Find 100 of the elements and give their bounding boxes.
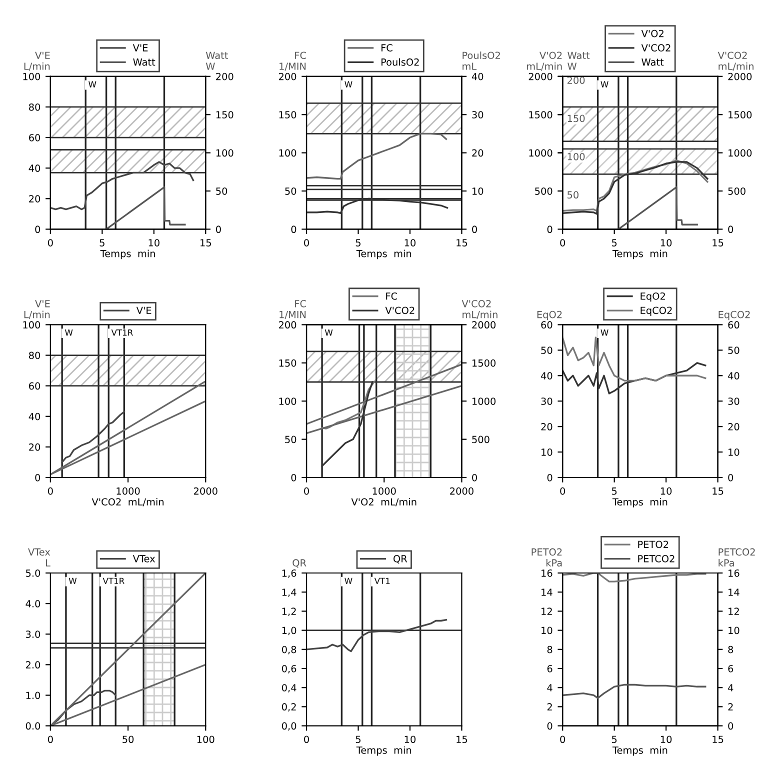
y-tick-label: 2.0 — [26, 661, 40, 669]
y-tick-label: 8 — [547, 646, 552, 654]
ref-line-label: W — [324, 330, 333, 336]
x-tick-label: 1000 — [372, 487, 396, 495]
x-axis-title: Temps min — [612, 250, 668, 260]
y-tick-label: 60 — [29, 382, 40, 390]
y2-tick-label: 10 — [728, 626, 740, 634]
y3-tick-label: 200 — [567, 76, 585, 84]
y-tick-label: 0 — [547, 474, 552, 482]
y-tick-label: 150 — [279, 111, 296, 118]
y-tick-label: 150 — [279, 359, 296, 367]
y2-tick-label: 50 — [216, 187, 228, 195]
y-tick-label: 1000 — [529, 149, 552, 157]
ref-line-label: W — [344, 81, 352, 88]
y-axis-title: PETO2 kPa — [532, 548, 562, 567]
y2-tick-label: 1500 — [472, 359, 496, 367]
y2-axis-title: V'CO2 mL/min — [718, 52, 754, 71]
y-tick-label: 0 — [291, 474, 296, 482]
y2-tick-label: 30 — [728, 398, 740, 405]
x-tick-label: 15 — [200, 239, 211, 246]
legend-label: PETO2 — [638, 540, 668, 548]
y-axis-title: V'E L/min — [24, 52, 50, 71]
y-tick-label: 1,4 — [282, 588, 296, 597]
ref-line-label: VT1R — [111, 330, 133, 336]
y-tick-label: 50 — [541, 346, 552, 354]
legend-label: Watt — [133, 58, 156, 66]
y-tick-label: 50 — [285, 187, 296, 195]
y2-tick-label: 2 — [728, 703, 733, 710]
y-tick-label: 10 — [542, 448, 552, 456]
y2-tick-label: 40 — [728, 372, 740, 380]
x-tick-label: 0 — [560, 736, 566, 744]
y2-tick-label: 14 — [728, 588, 740, 596]
y2-tick-label: 4 — [728, 684, 734, 692]
y-tick-label: 100 — [279, 149, 296, 157]
y-tick-label: 100 — [23, 72, 40, 80]
y2-tick-label: 1500 — [728, 111, 752, 118]
x-tick-label: 15 — [456, 736, 468, 744]
y2-tick-label: 200 — [216, 72, 234, 80]
legend-label: V'CO2 — [641, 44, 670, 52]
y2-tick-label: 100 — [216, 149, 234, 157]
x-tick-label: 15 — [712, 736, 724, 744]
legend-label: FC — [382, 44, 392, 52]
y-tick-label: 3.0 — [26, 630, 40, 638]
y-tick-label: 5.0 — [26, 569, 40, 577]
x-tick-label: 15 — [456, 239, 468, 246]
y-axis-title: FC 1/MIN — [280, 52, 306, 71]
y2-tick-label: 0 — [728, 722, 734, 730]
y-tick-label: 0,0 — [282, 722, 296, 731]
ref-line-label: W — [68, 578, 77, 584]
y-tick-label: 0 — [35, 474, 40, 482]
y-tick-label: 6 — [547, 664, 552, 672]
y2-tick-label: 0 — [728, 474, 734, 482]
y2-axis-title: V'CO2 mL/min — [462, 300, 498, 319]
y-axis-title: V'O2 mL/min — [526, 52, 562, 71]
legend-label: V'CO2 — [385, 306, 414, 314]
y-tick-label: 1,6 — [282, 569, 296, 578]
x-tick-label: 100 — [197, 736, 214, 744]
y-axis-title: EqO2 — [537, 310, 562, 320]
y2-tick-label: 2000 — [728, 72, 752, 80]
x-axis-title: Temps min — [612, 746, 668, 756]
y-tick-label: 0,4 — [282, 684, 296, 692]
y2-tick-label: 20 — [472, 149, 484, 157]
y2-tick-label: 30 — [472, 111, 484, 118]
x-tick-label: 5 — [356, 736, 360, 744]
legend-label: EqCO2 — [640, 306, 672, 316]
y2-tick-label: 0 — [728, 226, 734, 234]
x-tick-label: 10 — [404, 239, 416, 246]
y-tick-label: 0 — [547, 226, 552, 234]
y2-tick-label: 1000 — [472, 398, 496, 405]
y2-tick-label: 500 — [472, 436, 490, 444]
x-axis-title: V'O2 mL/min — [351, 498, 416, 506]
y2-tick-label: 16 — [728, 569, 740, 577]
ref-line-label: W — [600, 330, 608, 336]
y3-tick-label: 50 — [568, 191, 578, 199]
x-tick-label: 10 — [660, 487, 672, 495]
ref-line-label: W — [600, 81, 608, 88]
y2-tick-label: 2000 — [472, 321, 496, 329]
y2-tick-label: 60 — [728, 321, 740, 329]
y-tick-label: 2 — [547, 703, 552, 710]
y3-tick-label: 100 — [568, 152, 585, 160]
y-tick-label: 60 — [29, 134, 40, 142]
y2-axis-title: Watt W — [206, 52, 228, 70]
y-tick-label: 1,0 — [282, 626, 296, 636]
y2-tick-label: 12 — [728, 608, 739, 615]
y-tick-label: 0 — [547, 722, 552, 730]
x-tick-label: 0 — [48, 736, 53, 744]
x-tick-label: 0 — [560, 487, 566, 495]
y2-tick-label: 1000 — [728, 149, 752, 157]
x-tick-label: 10 — [404, 736, 416, 744]
y2-axis-title: PETCO2 kPa — [718, 548, 755, 567]
y-tick-label: 100 — [23, 321, 40, 329]
ref-line-label: W — [344, 578, 352, 584]
legend-label: V'O2 — [641, 30, 664, 38]
y-tick-label: 0,6 — [282, 664, 296, 674]
x-tick-label: 1000 — [116, 487, 140, 495]
y-tick-label: 0.0 — [26, 722, 40, 730]
x-tick-label: 0 — [304, 487, 309, 495]
y2-axis-title: EqCO2 — [718, 310, 750, 320]
legend-label: PETCO2 — [638, 555, 674, 562]
y2-tick-label: 10 — [472, 187, 484, 195]
